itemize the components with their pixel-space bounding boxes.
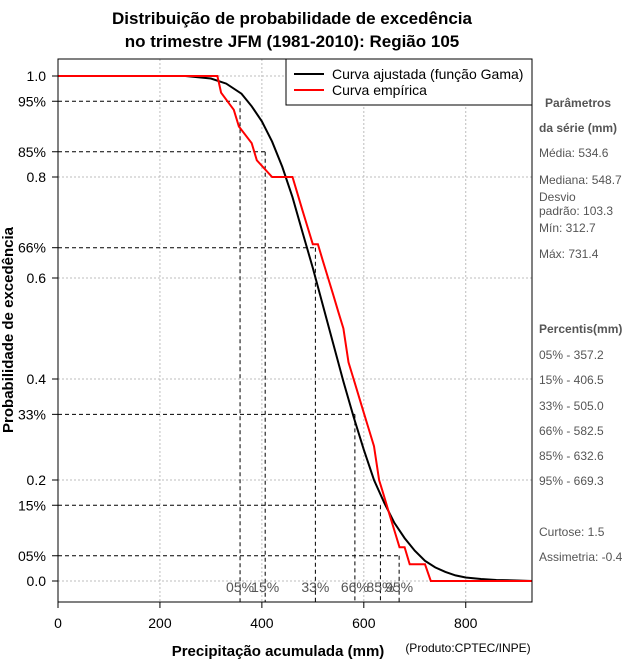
x-axis-ticks: 0 200 400 600 800 xyxy=(54,602,478,631)
y-tick-label-33%: 33% xyxy=(18,406,46,422)
params-heading-1: Parâmetros xyxy=(545,96,611,110)
stat-max: Máx: 731.4 xyxy=(539,247,599,261)
percentile-label-15%: 15% xyxy=(251,579,279,595)
stat-mediana: Mediana: 548.7 xyxy=(539,173,622,187)
percentile-label-95%: 95% xyxy=(385,579,413,595)
legend-box xyxy=(285,58,533,106)
x-tick-label-600: 600 xyxy=(352,615,376,631)
y-tick-label-0.2: 0.2 xyxy=(27,472,47,488)
percentile-label-33%: 33% xyxy=(301,579,329,595)
percentile-guides: 05%15% 33% 66%85%95% xyxy=(58,100,413,602)
percentil-33: 33% - 505.0 xyxy=(539,399,604,413)
series-lines xyxy=(58,75,533,582)
y-tick-label-95%: 95% xyxy=(18,93,46,109)
grid xyxy=(57,59,532,602)
x-tick-label-800: 800 xyxy=(454,615,478,631)
stat-desvio-1: Desvio xyxy=(539,190,576,204)
y-tick-label-0.6: 0.6 xyxy=(27,270,47,286)
x-tick-label-400: 400 xyxy=(250,615,274,631)
chart-title-line1: Distribuição de probabilidade de excedên… xyxy=(112,9,472,28)
x-tick-label-0: 0 xyxy=(54,615,62,631)
fitted-gamma-curve xyxy=(185,75,533,582)
percentile-label-66%: 66% xyxy=(341,579,369,595)
y-tick-label-0.0: 0.0 xyxy=(27,573,47,589)
y-axis-title: Probabilidade de excedência xyxy=(0,226,17,433)
stat-media: Média: 534.6 xyxy=(539,146,609,160)
legend-label-fitted: Curva ajustada (função Gama) xyxy=(332,66,523,82)
stat-curtose: Curtose: 1.5 xyxy=(539,525,605,539)
legend-label-empirical: Curva empírica xyxy=(332,82,427,98)
y-tick-label-1.0: 1.0 xyxy=(27,68,47,84)
percentil-66: 66% - 582.5 xyxy=(539,424,604,438)
plot-frame xyxy=(57,58,533,603)
empirical-curve xyxy=(58,75,532,582)
y-tick-label-85%: 85% xyxy=(18,144,46,160)
percentil-15: 15% - 406.5 xyxy=(539,373,604,387)
x-tick-label-200: 200 xyxy=(148,615,172,631)
percentil-05: 05% - 357.2 xyxy=(539,348,604,362)
product-credit: (Produto:CPTEC/INPE) xyxy=(405,641,530,655)
percentil-95: 95% - 669.3 xyxy=(539,474,604,488)
y-tick-label-05%: 05% xyxy=(18,548,46,564)
stat-min: Mín: 312.7 xyxy=(539,221,596,235)
params-heading-2: da série (mm) xyxy=(539,121,617,135)
percentile-label-05%: 05% xyxy=(226,579,254,595)
legend: Curva ajustada (função Gama) Curva empír… xyxy=(285,58,533,106)
x-axis-title: Precipitação acumulada (mm) xyxy=(172,643,385,660)
y-tick-label-66%: 66% xyxy=(18,240,46,256)
y-tick-label-15%: 15% xyxy=(18,497,46,513)
chart-title-line2: no trimestre JFM (1981-2010): Região 105 xyxy=(125,32,459,51)
side-panel: Parâmetros da série (mm) Média: 534.6 Me… xyxy=(539,96,623,564)
y-tick-label-0.8: 0.8 xyxy=(27,169,47,185)
y-tick-label-0.4: 0.4 xyxy=(27,371,47,387)
y-axis-ticks: 1.0 95% 85% 0.8 66% 0.6 0.4 33% 0.2 15% 05% 0.0 xyxy=(18,68,58,589)
stat-desvio-2: padrão: 103.3 xyxy=(539,204,613,218)
percentile-label-85%: 85% xyxy=(366,579,394,595)
stat-assimetria: Assimetria: -0.4 xyxy=(539,550,623,564)
percentis-heading: Percentis(mm) xyxy=(539,322,622,336)
percentil-85: 85% - 632.6 xyxy=(539,449,604,463)
